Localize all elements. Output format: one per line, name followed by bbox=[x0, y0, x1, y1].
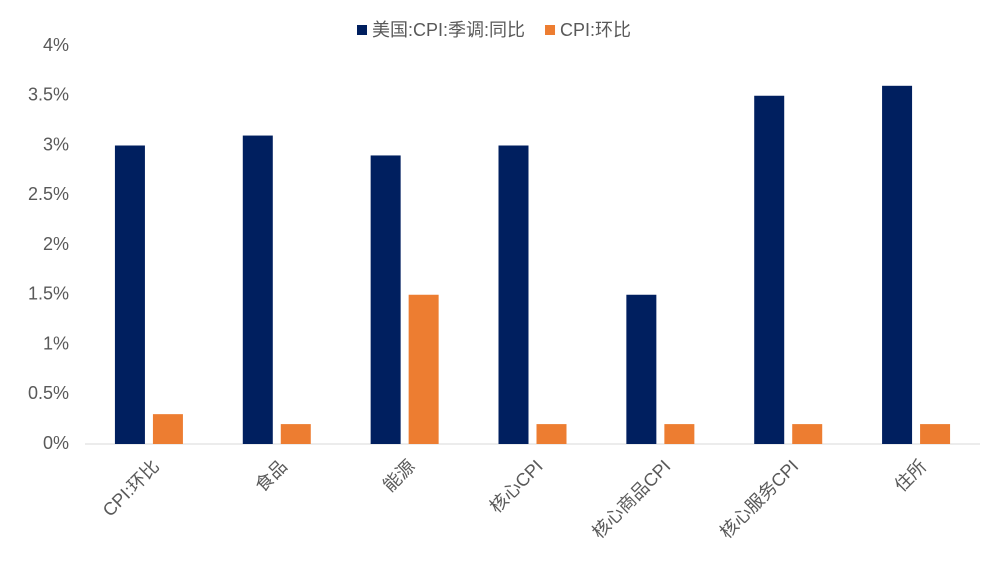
bar bbox=[408, 294, 439, 444]
bar bbox=[370, 155, 401, 444]
y-tick-label: 1% bbox=[43, 333, 69, 353]
legend-label: CPI:环比 bbox=[560, 20, 631, 40]
y-tick-label: 4% bbox=[43, 35, 69, 55]
y-tick-label: 1.5% bbox=[28, 284, 69, 304]
y-tick-label: 3.5% bbox=[28, 85, 69, 105]
bar bbox=[792, 424, 823, 444]
bar bbox=[882, 85, 913, 445]
bar bbox=[626, 294, 657, 444]
x-tick-label: 能源 bbox=[379, 456, 419, 496]
bar bbox=[498, 145, 529, 444]
x-tick-label: 核心商品CPI bbox=[588, 456, 674, 542]
legend-label: 美国:CPI:季调:同比 bbox=[372, 20, 525, 40]
y-tick-label: 3% bbox=[43, 134, 69, 154]
y-tick-label: 0% bbox=[43, 433, 69, 453]
legend-swatch bbox=[357, 25, 367, 35]
x-tick-label: 核心服务CPI bbox=[716, 456, 802, 542]
bar bbox=[664, 424, 695, 444]
y-tick-label: 2% bbox=[43, 234, 69, 254]
x-tick-label: 核心CPI bbox=[486, 456, 547, 517]
x-tick-label: 食品 bbox=[251, 456, 291, 496]
bar bbox=[754, 95, 785, 444]
bar bbox=[280, 424, 311, 444]
bar bbox=[152, 414, 183, 444]
bar bbox=[536, 424, 567, 444]
legend-swatch bbox=[545, 25, 556, 35]
y-tick-label: 2.5% bbox=[28, 184, 69, 204]
y-tick-label: 0.5% bbox=[28, 383, 69, 403]
x-tick-label: CPI:环比 bbox=[99, 456, 163, 520]
bar bbox=[920, 424, 951, 444]
x-tick-label: 住所 bbox=[891, 456, 931, 496]
bar bbox=[242, 135, 273, 445]
bar bbox=[114, 145, 145, 444]
